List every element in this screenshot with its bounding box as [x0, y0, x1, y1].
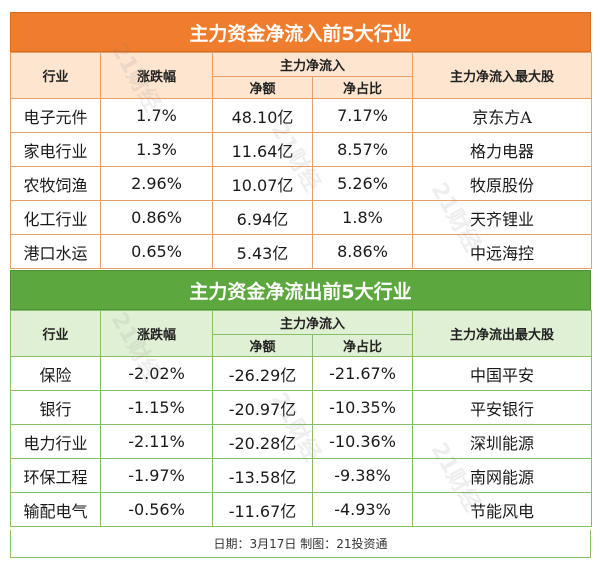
stock-cell: 平安银行 [412, 390, 593, 425]
industry-cell: 电力行业 [10, 424, 101, 459]
amount-cell: 6.94亿 [212, 200, 313, 235]
ratio-cell: -9.38% [311, 458, 414, 493]
industry-cell: 输配电气 [10, 492, 101, 527]
amount-cell: -20.28亿 [212, 424, 313, 459]
stock-cell: 南网能源 [412, 458, 593, 493]
ratio-cell: 8.57% [311, 132, 414, 167]
header-group: 主力净流入 [211, 52, 414, 77]
change-cell: -1.15% [100, 390, 213, 425]
industry-cell: 保险 [10, 356, 101, 391]
outflow-title: 主力资金净流出前5大行业 [10, 270, 591, 310]
ratio-cell: -10.35% [311, 390, 414, 425]
header-industry: 行业 [10, 310, 101, 357]
change-cell: 0.65% [100, 234, 213, 269]
header-ratio: 净占比 [311, 334, 414, 357]
amount-cell: 5.43亿 [212, 234, 313, 269]
table-row: 保险 -2.02% -26.29亿 -21.67% 中国平安 [10, 356, 593, 391]
header-ratio: 净占比 [311, 76, 414, 99]
stock-cell: 格力电器 [412, 132, 593, 167]
amount-cell: 11.64亿 [212, 132, 313, 167]
footer-credit: 日期：3月17日 制图：21投资通 [10, 530, 591, 558]
table-row: 电子元件 1.7% 48.10亿 7.17% 京东方A [10, 98, 593, 133]
industry-cell: 电子元件 [10, 98, 101, 133]
header-top-stock: 主力净流出最大股 [412, 310, 593, 357]
ratio-cell: -21.67% [311, 356, 414, 391]
table-row: 电力行业 -2.11% -20.28亿 -10.36% 深圳能源 [10, 424, 593, 459]
ratio-cell: 8.86% [311, 234, 414, 269]
header-group: 主力净流入 [211, 310, 414, 335]
amount-cell: 48.10亿 [212, 98, 313, 133]
amount-cell: -20.97亿 [212, 390, 313, 425]
ratio-cell: -4.93% [311, 492, 414, 527]
change-cell: 0.86% [100, 200, 213, 235]
header-change: 涨跌幅 [100, 310, 213, 357]
stock-cell: 天齐锂业 [412, 200, 593, 235]
table-row: 化工行业 0.86% 6.94亿 1.8% 天齐锂业 [10, 200, 593, 235]
header-top-stock: 主力净流入最大股 [412, 52, 593, 99]
table-row: 输配电气 -0.56% -11.67亿 -4.93% 节能风电 [10, 492, 593, 527]
stock-cell: 中国平安 [412, 356, 593, 391]
stock-cell: 京东方A [412, 98, 593, 133]
change-cell: -2.02% [100, 356, 213, 391]
industry-cell: 化工行业 [10, 200, 101, 235]
ratio-cell: 1.8% [311, 200, 414, 235]
industry-cell: 家电行业 [10, 132, 101, 167]
header-amount: 净额 [212, 76, 313, 99]
change-cell: 1.3% [100, 132, 213, 167]
amount-cell: 10.07亿 [212, 166, 313, 201]
table-row: 农牧饲渔 2.96% 10.07亿 5.26% 牧原股份 [10, 166, 593, 201]
amount-cell: -26.29亿 [212, 356, 313, 391]
inflow-table: 行业 涨跌幅 主力净流入 主力净流入最大股 净额 净占比 电子元件 1.7% 4… [10, 52, 593, 269]
change-cell: -2.11% [100, 424, 213, 459]
stock-cell: 节能风电 [412, 492, 593, 527]
industry-cell: 农牧饲渔 [10, 166, 101, 201]
stock-cell: 深圳能源 [412, 424, 593, 459]
header-industry: 行业 [10, 52, 101, 99]
stock-cell: 中远海控 [412, 234, 593, 269]
ratio-cell: 5.26% [311, 166, 414, 201]
change-cell: 1.7% [100, 98, 213, 133]
table-row: 港口水运 0.65% 5.43亿 8.86% 中远海控 [10, 234, 593, 269]
change-cell: -1.97% [100, 458, 213, 493]
ratio-cell: -10.36% [311, 424, 414, 459]
change-cell: -0.56% [100, 492, 213, 527]
outflow-table: 行业 涨跌幅 主力净流入 主力净流出最大股 净额 净占比 保险 -2.02% -… [10, 310, 593, 527]
industry-cell: 银行 [10, 390, 101, 425]
amount-cell: -13.58亿 [212, 458, 313, 493]
table-row: 环保工程 -1.97% -13.58亿 -9.38% 南网能源 [10, 458, 593, 493]
change-cell: 2.96% [100, 166, 213, 201]
inflow-title: 主力资金净流入前5大行业 [10, 12, 591, 52]
industry-cell: 港口水运 [10, 234, 101, 269]
table-row: 银行 -1.15% -20.97亿 -10.35% 平安银行 [10, 390, 593, 425]
table-row: 家电行业 1.3% 11.64亿 8.57% 格力电器 [10, 132, 593, 167]
amount-cell: -11.67亿 [212, 492, 313, 527]
industry-cell: 环保工程 [10, 458, 101, 493]
ratio-cell: 7.17% [311, 98, 414, 133]
header-change: 涨跌幅 [100, 52, 213, 99]
header-amount: 净额 [212, 334, 313, 357]
stock-cell: 牧原股份 [412, 166, 593, 201]
